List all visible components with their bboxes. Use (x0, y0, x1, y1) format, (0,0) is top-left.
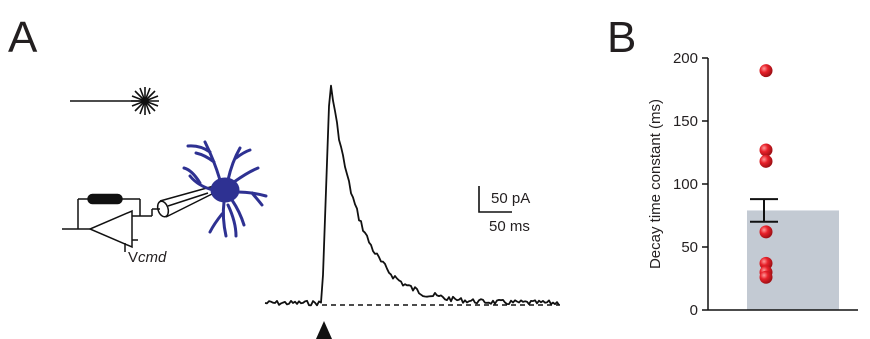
patch-pipette (156, 185, 217, 218)
y-tick-label: 150 (673, 113, 698, 130)
panel-label-a: A (8, 13, 38, 62)
data-point (759, 225, 773, 239)
laser-flash-icon (70, 87, 159, 115)
decay-chart: 0 50 100 150 200 Decay time constant (ms) (647, 50, 858, 319)
data-point (759, 154, 773, 168)
triangle-up-icon (316, 321, 332, 339)
astrocyte-cell-icon (182, 140, 268, 238)
scale-bar-time-label: 50 ms (489, 218, 530, 235)
amplifier-circuit (62, 193, 160, 252)
amplifier-symbol (88, 209, 133, 249)
data-point (759, 143, 773, 157)
feedback-resistor (87, 193, 123, 205)
data-point (759, 270, 773, 284)
current-trace (264, 84, 560, 307)
y-tick-label: 200 (673, 50, 698, 67)
y-tick-label: 50 (681, 239, 698, 256)
command-voltage-label: Vcmd (128, 249, 167, 266)
scale-bar-current-label: 50 pA (491, 190, 530, 207)
panel-label-b: B (607, 13, 637, 62)
y-axis-title: Decay time constant (ms) (647, 99, 664, 269)
scale-bar: 50 pA 50 ms (478, 186, 530, 235)
y-tick-label: 100 (673, 176, 698, 193)
y-tick-label: 0 (690, 302, 698, 319)
data-point (759, 64, 773, 78)
